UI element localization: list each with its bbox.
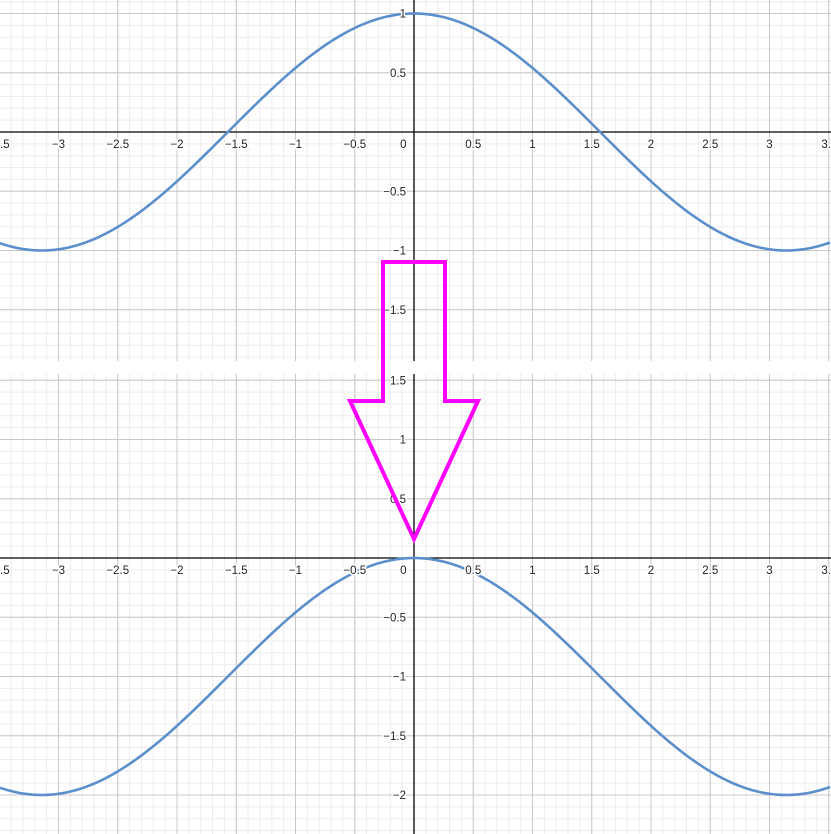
x-tick-label: 3. [821,565,831,577]
x-tick-label: .5 [0,565,10,577]
x-tick-label: −2 [170,139,183,151]
cosine-curve [0,12,831,252]
y-tick-label: −1.5 [383,731,406,743]
x-tick-label: 0 [400,565,406,577]
x-tick-labels: .5 −3 −2.5 −2 −1.5 −1 −0.5 0 0.5 1 1.5 2 2.5 3 3. [0,564,831,579]
x-tick-label: −1 [289,565,302,577]
y-tick-label: 1 [400,9,406,21]
y-tick-label: 1 [400,435,406,447]
x-tick-label: −0.5 [343,565,366,577]
bottom-graph-panel: .5 −3 −2.5 −2 −1.5 −1 −0.5 0 0.5 1 1.5 2 2.5 3 3.1.510… [0,374,831,834]
minor-grid [0,0,831,370]
major-grid [0,374,831,834]
x-tick-label: 0.5 [465,139,481,151]
y-tick-label: 0.5 [390,68,406,80]
cosine-curve [0,556,831,797]
x-tick-label: 1 [529,139,535,151]
x-tick-label: 3. [821,139,831,151]
x-tick-label: 1 [529,565,535,577]
x-tick-label: −2.5 [106,139,129,151]
x-tick-label: 1.5 [584,565,600,577]
x-tick-label: −2 [170,565,183,577]
x-tick-label: 0.5 [465,565,481,577]
y-tick-label: 1.5 [390,375,406,387]
top-graph-panel: .5 −3 −2.5 −2 −1.5 −1 −0.5 0 0.5 1 1.5 2 2.5 3 3. 1 0.5 −… [0,0,831,370]
y-tick-label: −0.5 [383,612,406,624]
x-tick-label: −2.5 [106,565,129,577]
y-tick-label: −1 [393,246,406,258]
x-tick-label: 2 [648,139,654,151]
x-tick-label: 2.5 [702,139,718,151]
plot-area: .5 −3 −2.5 −2 −1.5 −1 −0.5 0 0.5 1 1.5 2 2.5 3 3.1.510… [0,374,831,834]
x-tick-label: −1 [289,139,302,151]
major-grid [0,0,831,370]
x-tick-label: 0 [400,139,406,151]
x-tick-label: −1.5 [225,565,248,577]
y-tick-label: −1 [393,672,406,684]
x-tick-label: 1.5 [584,139,600,151]
x-tick-label: 2 [648,565,654,577]
x-tick-label: −3 [52,139,65,151]
down-arrow-icon [346,260,482,544]
x-tick-label: .5 [0,139,10,151]
y-tick-label: −1.5 [383,305,406,317]
x-tick-label: 2.5 [702,565,718,577]
plot-area: .5 −3 −2.5 −2 −1.5 −1 −0.5 0 0.5 1 1.5 2 2.5 3 3. 1 0.5 −… [0,0,831,370]
y-tick-label: −2 [393,790,406,802]
x-tick-label: −0.5 [343,139,366,151]
x-tick-label: −1.5 [225,139,248,151]
x-tick-labels: .5 −3 −2.5 −2 −1.5 −1 −0.5 0 0.5 1 1.5 2 2.5 3 3. [0,138,831,153]
y-tick-label: −0.5 [383,186,406,198]
x-tick-label: 3 [766,139,772,151]
minor-grid [0,374,831,834]
x-tick-label: 3 [766,565,772,577]
x-tick-label: −3 [52,565,65,577]
